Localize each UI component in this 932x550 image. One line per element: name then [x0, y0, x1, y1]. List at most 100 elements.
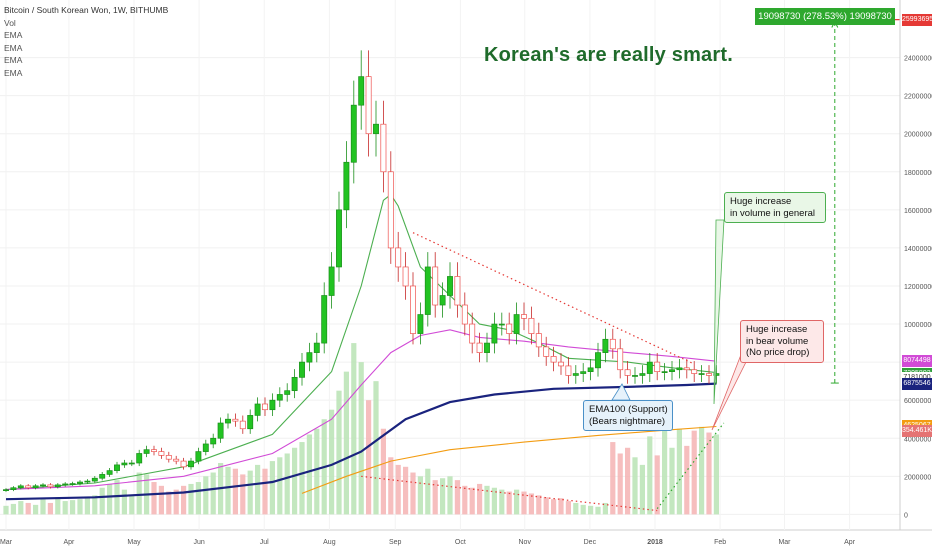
y-tick-label: 18000000: [904, 170, 932, 177]
volume-bar: [484, 485, 490, 515]
candle: [661, 371, 668, 373]
candle: [173, 458, 180, 462]
candle: [291, 376, 298, 392]
candle: [269, 399, 276, 411]
volume-bar: [373, 381, 379, 515]
annotations: [361, 18, 900, 512]
y-tick-label: 10000000: [904, 322, 932, 329]
volume-bar: [336, 390, 342, 515]
candle: [143, 449, 150, 454]
volume-bar: [210, 472, 216, 515]
volume-bar: [47, 502, 53, 515]
volume-bar: [25, 502, 31, 515]
volume-bar: [203, 476, 209, 515]
candle: [210, 437, 217, 445]
volume-bar: [247, 470, 253, 515]
x-tick-label: Jul: [260, 539, 269, 546]
volume-bar: [425, 468, 431, 515]
candle: [343, 161, 350, 211]
candle: [3, 489, 9, 491]
price-tag: 25993695: [902, 13, 932, 26]
volume-bar: [314, 428, 320, 515]
volume-bar: [617, 453, 623, 515]
candle: [77, 481, 83, 484]
candle: [225, 418, 231, 424]
candle: [25, 485, 32, 489]
x-tick-label: Dec: [584, 539, 597, 546]
candle: [410, 285, 416, 334]
volume-bar: [595, 506, 601, 515]
volume-bar: [158, 485, 164, 515]
candle: [380, 123, 387, 173]
volume-bar: [240, 474, 246, 515]
volume-bar: [232, 468, 238, 515]
legend-volume: Vol: [4, 17, 16, 28]
volume-bar: [329, 409, 335, 515]
trendline: [361, 475, 658, 512]
candle: [239, 420, 246, 430]
volume-bar: [255, 464, 261, 515]
volume-bar: [351, 343, 357, 515]
callout-ema100-support[interactable]: EMA100 (Support) (Bears nightmare): [583, 400, 673, 431]
candle: [617, 348, 624, 371]
candle: [565, 365, 572, 376]
callout-bear-volume[interactable]: Huge increase in bear volume (No price d…: [740, 320, 824, 363]
candle: [683, 367, 690, 371]
candle: [521, 314, 527, 319]
candle: [373, 123, 379, 135]
y-tick-label: 16000000: [904, 208, 932, 215]
headline-annotation: Korean's are really smart.: [484, 44, 733, 66]
volume-bar: [99, 487, 105, 515]
candle: [106, 470, 113, 475]
volume-bar: [447, 476, 453, 515]
x-tick-label: Mar: [0, 539, 13, 546]
volume-bar: [166, 491, 172, 515]
candle: [336, 209, 342, 268]
candle: [550, 356, 557, 363]
volume-bar: [528, 493, 534, 515]
candle: [572, 373, 579, 376]
volume-bar: [299, 442, 305, 515]
legend-ema-1: EMA: [4, 30, 23, 40]
candle: [54, 484, 61, 488]
volume-bar: [706, 432, 712, 515]
callout-volume-pointer: [713, 219, 725, 405]
volume-bar: [151, 482, 157, 515]
candle: [358, 76, 365, 106]
y-tick-label: 6000000: [904, 398, 931, 405]
candle: [639, 373, 646, 376]
chart-legend: Bitcoin / South Korean Won, 1W, BITHUMB …: [4, 4, 168, 79]
volume-bar: [114, 480, 120, 515]
candle: [476, 342, 483, 353]
volume-bar: [565, 501, 571, 515]
candlesticks: [3, 50, 720, 492]
candle: [195, 451, 202, 462]
candle: [40, 484, 46, 487]
volume-bar: [33, 504, 39, 515]
candle: [188, 460, 194, 468]
volume-bar: [632, 457, 638, 515]
volume-bar: [403, 466, 409, 515]
candle: [432, 266, 439, 306]
callout-volume-increase[interactable]: Huge increase in volume in general: [724, 192, 826, 223]
candle: [328, 266, 335, 296]
legend-ema-4: EMA: [4, 67, 23, 78]
x-tick-label: May: [127, 539, 141, 546]
measure-label[interactable]: 19098730 (278.53%) 19098730: [755, 8, 895, 25]
candle: [395, 247, 402, 268]
volume-bar: [388, 457, 394, 515]
volume-bar: [277, 457, 283, 515]
candle: [114, 464, 120, 471]
candle: [158, 451, 165, 456]
volume-bar: [10, 503, 16, 515]
price-tag: 6875546: [902, 377, 932, 390]
candle: [506, 323, 513, 334]
candle: [706, 373, 712, 376]
candle: [580, 371, 587, 374]
price-tag: 8074498: [902, 354, 932, 367]
volume-bar: [358, 362, 364, 515]
candle: [676, 367, 683, 371]
candle: [365, 76, 372, 135]
volume-bar: [188, 483, 194, 515]
